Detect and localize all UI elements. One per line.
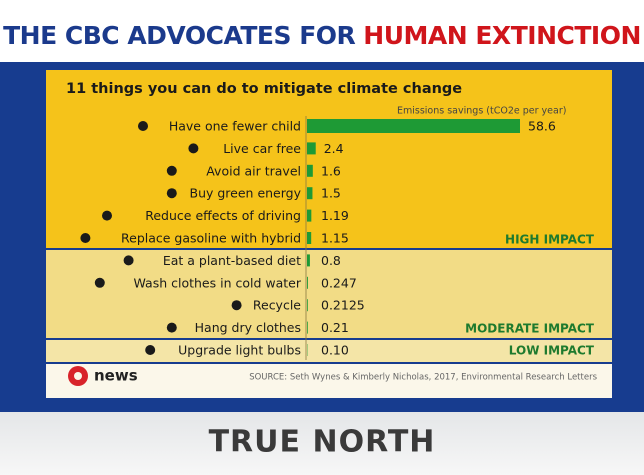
category-label: Wash clothes in cold water — [133, 275, 301, 290]
headline-red: HUMAN EXTINCTION — [363, 21, 641, 50]
value-label: 0.21 — [321, 320, 349, 335]
bar — [307, 164, 313, 177]
low-band — [46, 340, 612, 362]
category-label: Buy green energy — [190, 186, 302, 201]
icon — [166, 188, 177, 199]
category-label: Replace gasoline with hybrid — [121, 231, 301, 246]
chart-title: 11 things you can do to mitigate climate… — [66, 81, 462, 97]
source: SOURCE: Seth Wynes & Kimberly Nicholas, … — [249, 373, 597, 383]
category-label: Upgrade light bulbs — [178, 343, 301, 358]
headline-blue: THE CBC ADVOCATES FOR — [3, 21, 355, 50]
bar — [307, 276, 308, 289]
value-label: 1.15 — [321, 231, 349, 246]
axis-label: Emissions savings (tCO2e per year) — [397, 106, 566, 117]
value-label: 0.247 — [321, 275, 357, 290]
bar — [307, 187, 313, 200]
category-label: Live car free — [223, 141, 301, 156]
icon — [145, 345, 156, 355]
bar — [307, 299, 308, 312]
value-label: 58.6 — [528, 119, 556, 134]
category-label: Reduce effects of driving — [145, 208, 301, 223]
icon — [138, 121, 148, 131]
bar — [307, 142, 316, 155]
icon — [188, 143, 199, 154]
icon — [231, 300, 242, 311]
footer-band — [0, 412, 644, 475]
moderate-band — [46, 250, 612, 338]
icon — [102, 210, 112, 221]
brand: TRUE NORTH — [209, 425, 436, 460]
icon — [166, 165, 177, 176]
category-label: Have one fewer child — [169, 119, 301, 134]
category-label: Recycle — [253, 298, 301, 313]
bar — [307, 254, 310, 267]
value-label: 0.8 — [321, 253, 341, 268]
value-label: 1.6 — [321, 163, 341, 178]
group-label: LOW IMPACT — [509, 344, 595, 358]
headline: THE CBC ADVOCATES FOR HUMAN EXTINCTION — [3, 21, 641, 50]
icon — [80, 233, 91, 243]
icon — [123, 255, 134, 266]
high-band — [46, 70, 612, 248]
icon — [166, 322, 177, 333]
group-label: HIGH IMPACT — [505, 233, 595, 247]
bar — [307, 209, 312, 222]
bar — [307, 232, 312, 244]
bar — [307, 119, 520, 133]
source-band — [46, 364, 612, 398]
bar — [307, 321, 308, 334]
icon — [94, 277, 105, 288]
header-band — [0, 0, 644, 62]
category-label: Eat a plant-based diet — [163, 253, 301, 268]
value-label: 0.10 — [321, 343, 349, 358]
category-label: Avoid air travel — [206, 163, 301, 178]
logo-text: news — [94, 367, 138, 385]
value-label: 1.19 — [321, 208, 349, 223]
value-label: 2.4 — [324, 141, 344, 156]
value-label: 1.5 — [321, 186, 341, 201]
value-label: 0.2125 — [321, 298, 365, 313]
group-label: MODERATE IMPACT — [465, 322, 595, 336]
category-label: Hang dry clothes — [195, 320, 301, 335]
cbc-logo-center — [74, 372, 82, 380]
